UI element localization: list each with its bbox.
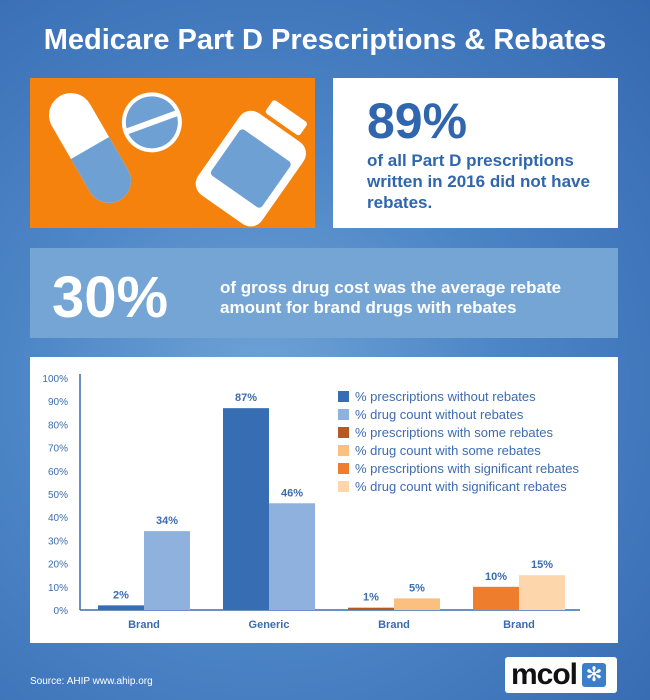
legend-label: % drug count with significant rebates: [355, 478, 567, 494]
pills-icon: [49, 92, 307, 227]
y-tick-label: 90%: [48, 397, 68, 408]
source-note: Source: AHIP www.ahip.org: [30, 676, 153, 687]
stat-prescriptions-without-rebates: 89% of all Part D prescriptions written …: [333, 78, 618, 228]
page-title: Medicare Part D Prescriptions & Rebates: [43, 24, 607, 56]
legend-item: % prescriptions with significant rebates: [338, 459, 579, 477]
legend-item: % drug count without rebates: [338, 405, 579, 423]
bar: [519, 575, 565, 610]
legend-swatch: [338, 480, 349, 492]
asterisk-icon: ✻: [582, 663, 607, 687]
bar: [223, 408, 269, 610]
legend-label: % drug count without rebates: [355, 406, 524, 422]
legend-label: % prescriptions without rebates: [355, 388, 536, 404]
x-tick-label: Brand: [378, 619, 410, 631]
legend-label: % prescriptions with some rebates: [355, 424, 553, 440]
data-label: 15%: [531, 559, 553, 571]
bar-chart: 0% 10% 20% 30% 40% 50% 60% 70% 80% 90% 100% Brand Ge…: [30, 357, 618, 643]
pills-illustration: [30, 78, 315, 228]
y-tick-label: 70%: [48, 444, 68, 455]
bar: [394, 598, 440, 610]
stat-text: of gross drug cost was the average rebat…: [220, 278, 562, 317]
legend-label: % prescriptions with significant rebates: [355, 460, 579, 476]
x-tick-label: Brand: [503, 619, 535, 631]
data-label: 46%: [281, 487, 303, 499]
legend-swatch: [338, 390, 349, 402]
y-tick-label: 0%: [54, 606, 69, 617]
legend-item: % drug count with some rebates: [338, 441, 579, 459]
data-label: 34%: [156, 515, 178, 527]
mcol-logo: mcol ✻: [505, 657, 617, 693]
bar: [98, 605, 144, 610]
legend-label: % drug count with some rebates: [355, 442, 541, 458]
y-tick-label: 100%: [42, 374, 68, 385]
y-tick-label: 60%: [48, 467, 68, 478]
legend-item: % prescriptions with some rebates: [338, 423, 579, 441]
bar: [348, 607, 394, 610]
y-tick-label: 40%: [48, 513, 68, 524]
x-tick-label: Brand: [128, 619, 160, 631]
data-label: 1%: [363, 592, 379, 604]
legend-swatch: [338, 408, 349, 420]
data-label: 2%: [113, 589, 129, 601]
bar: [269, 503, 315, 610]
y-tick-label: 10%: [48, 583, 68, 594]
stat-value: 89%: [367, 93, 468, 149]
x-tick-label: Generic: [249, 619, 290, 631]
chart-legend: % prescriptions without rebates % drug co…: [338, 387, 579, 495]
legend-swatch: [338, 462, 349, 474]
legend-swatch: [338, 444, 349, 456]
data-label: 5%: [409, 582, 425, 594]
legend-item: % drug count with significant rebates: [338, 477, 579, 495]
data-label: 87%: [235, 392, 257, 404]
legend-swatch: [338, 426, 349, 438]
legend-item: % prescriptions without rebates: [338, 387, 579, 405]
chart-canvas: 0% 10% 20% 30% 40% 50% 60% 70% 80% 90% 100% Brand Ge…: [42, 374, 580, 631]
y-tick-label: 50%: [48, 490, 68, 501]
stat-value: 30%: [52, 265, 169, 330]
logo-text: mcol: [511, 658, 578, 691]
stat-average-rebate: 30% of gross drug cost was the average r…: [30, 248, 618, 338]
data-label: 10%: [485, 571, 507, 583]
bar: [473, 586, 519, 610]
stat-text: of all Part D prescriptions written in 2…: [367, 151, 590, 212]
bar: [144, 531, 190, 610]
y-tick-label: 80%: [48, 420, 68, 431]
y-tick-label: 20%: [48, 560, 68, 571]
y-tick-label: 30%: [48, 536, 68, 547]
